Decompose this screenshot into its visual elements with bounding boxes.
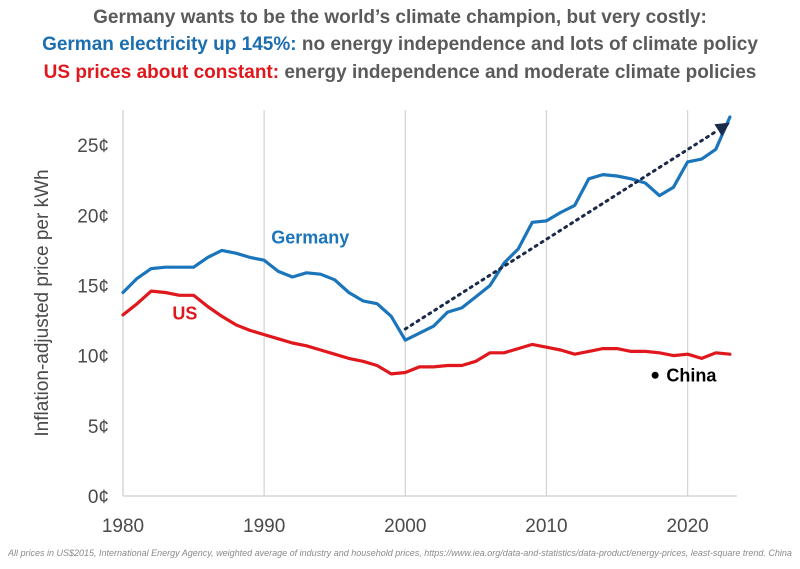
y-tick-label: 15¢ bbox=[77, 276, 109, 297]
china-marker bbox=[651, 371, 659, 379]
trend-arrow-head bbox=[714, 122, 730, 137]
title-line-2-rest: no energy independence and lots of clima… bbox=[296, 34, 758, 55]
x-tick-label: 2020 bbox=[666, 516, 708, 537]
x-tick-label: 2000 bbox=[384, 516, 426, 537]
us-series-label: US bbox=[172, 304, 197, 324]
y-tick-label: 25¢ bbox=[77, 136, 109, 157]
trend-arrow-line bbox=[403, 128, 720, 331]
y-axis-label: Inflation-adjusted price per kWh bbox=[32, 169, 53, 436]
x-tick-label: 2010 bbox=[525, 516, 567, 537]
germany-series-label: Germany bbox=[271, 228, 349, 248]
y-tick-label: 0¢ bbox=[88, 487, 109, 508]
china-label: China bbox=[666, 365, 717, 385]
us-highlight: US prices about constant: bbox=[43, 62, 280, 83]
title-line-3-rest: energy independence and moderate climate… bbox=[279, 62, 757, 83]
chart-title-line-1: Germany wants to be the world’s climate … bbox=[0, 6, 800, 29]
title-line-1-text: Germany wants to be the world’s climate … bbox=[93, 7, 707, 28]
chart-title-line-2: German electricity up 145%: no energy in… bbox=[0, 33, 800, 56]
x-tick-label: 1980 bbox=[102, 516, 144, 537]
germany-series-line bbox=[121, 115, 732, 342]
germany-highlight: German electricity up 145%: bbox=[42, 34, 297, 55]
source-footnote: All prices in US$2015, International Ene… bbox=[8, 548, 794, 558]
us-series-line bbox=[121, 289, 732, 376]
x-tick-label: 1990 bbox=[243, 516, 285, 537]
y-tick-label: 10¢ bbox=[77, 347, 109, 368]
chart-title-line-3: US prices about constant: energy indepen… bbox=[0, 61, 800, 84]
y-tick-label: 20¢ bbox=[77, 206, 109, 227]
y-tick-label: 5¢ bbox=[88, 417, 109, 438]
